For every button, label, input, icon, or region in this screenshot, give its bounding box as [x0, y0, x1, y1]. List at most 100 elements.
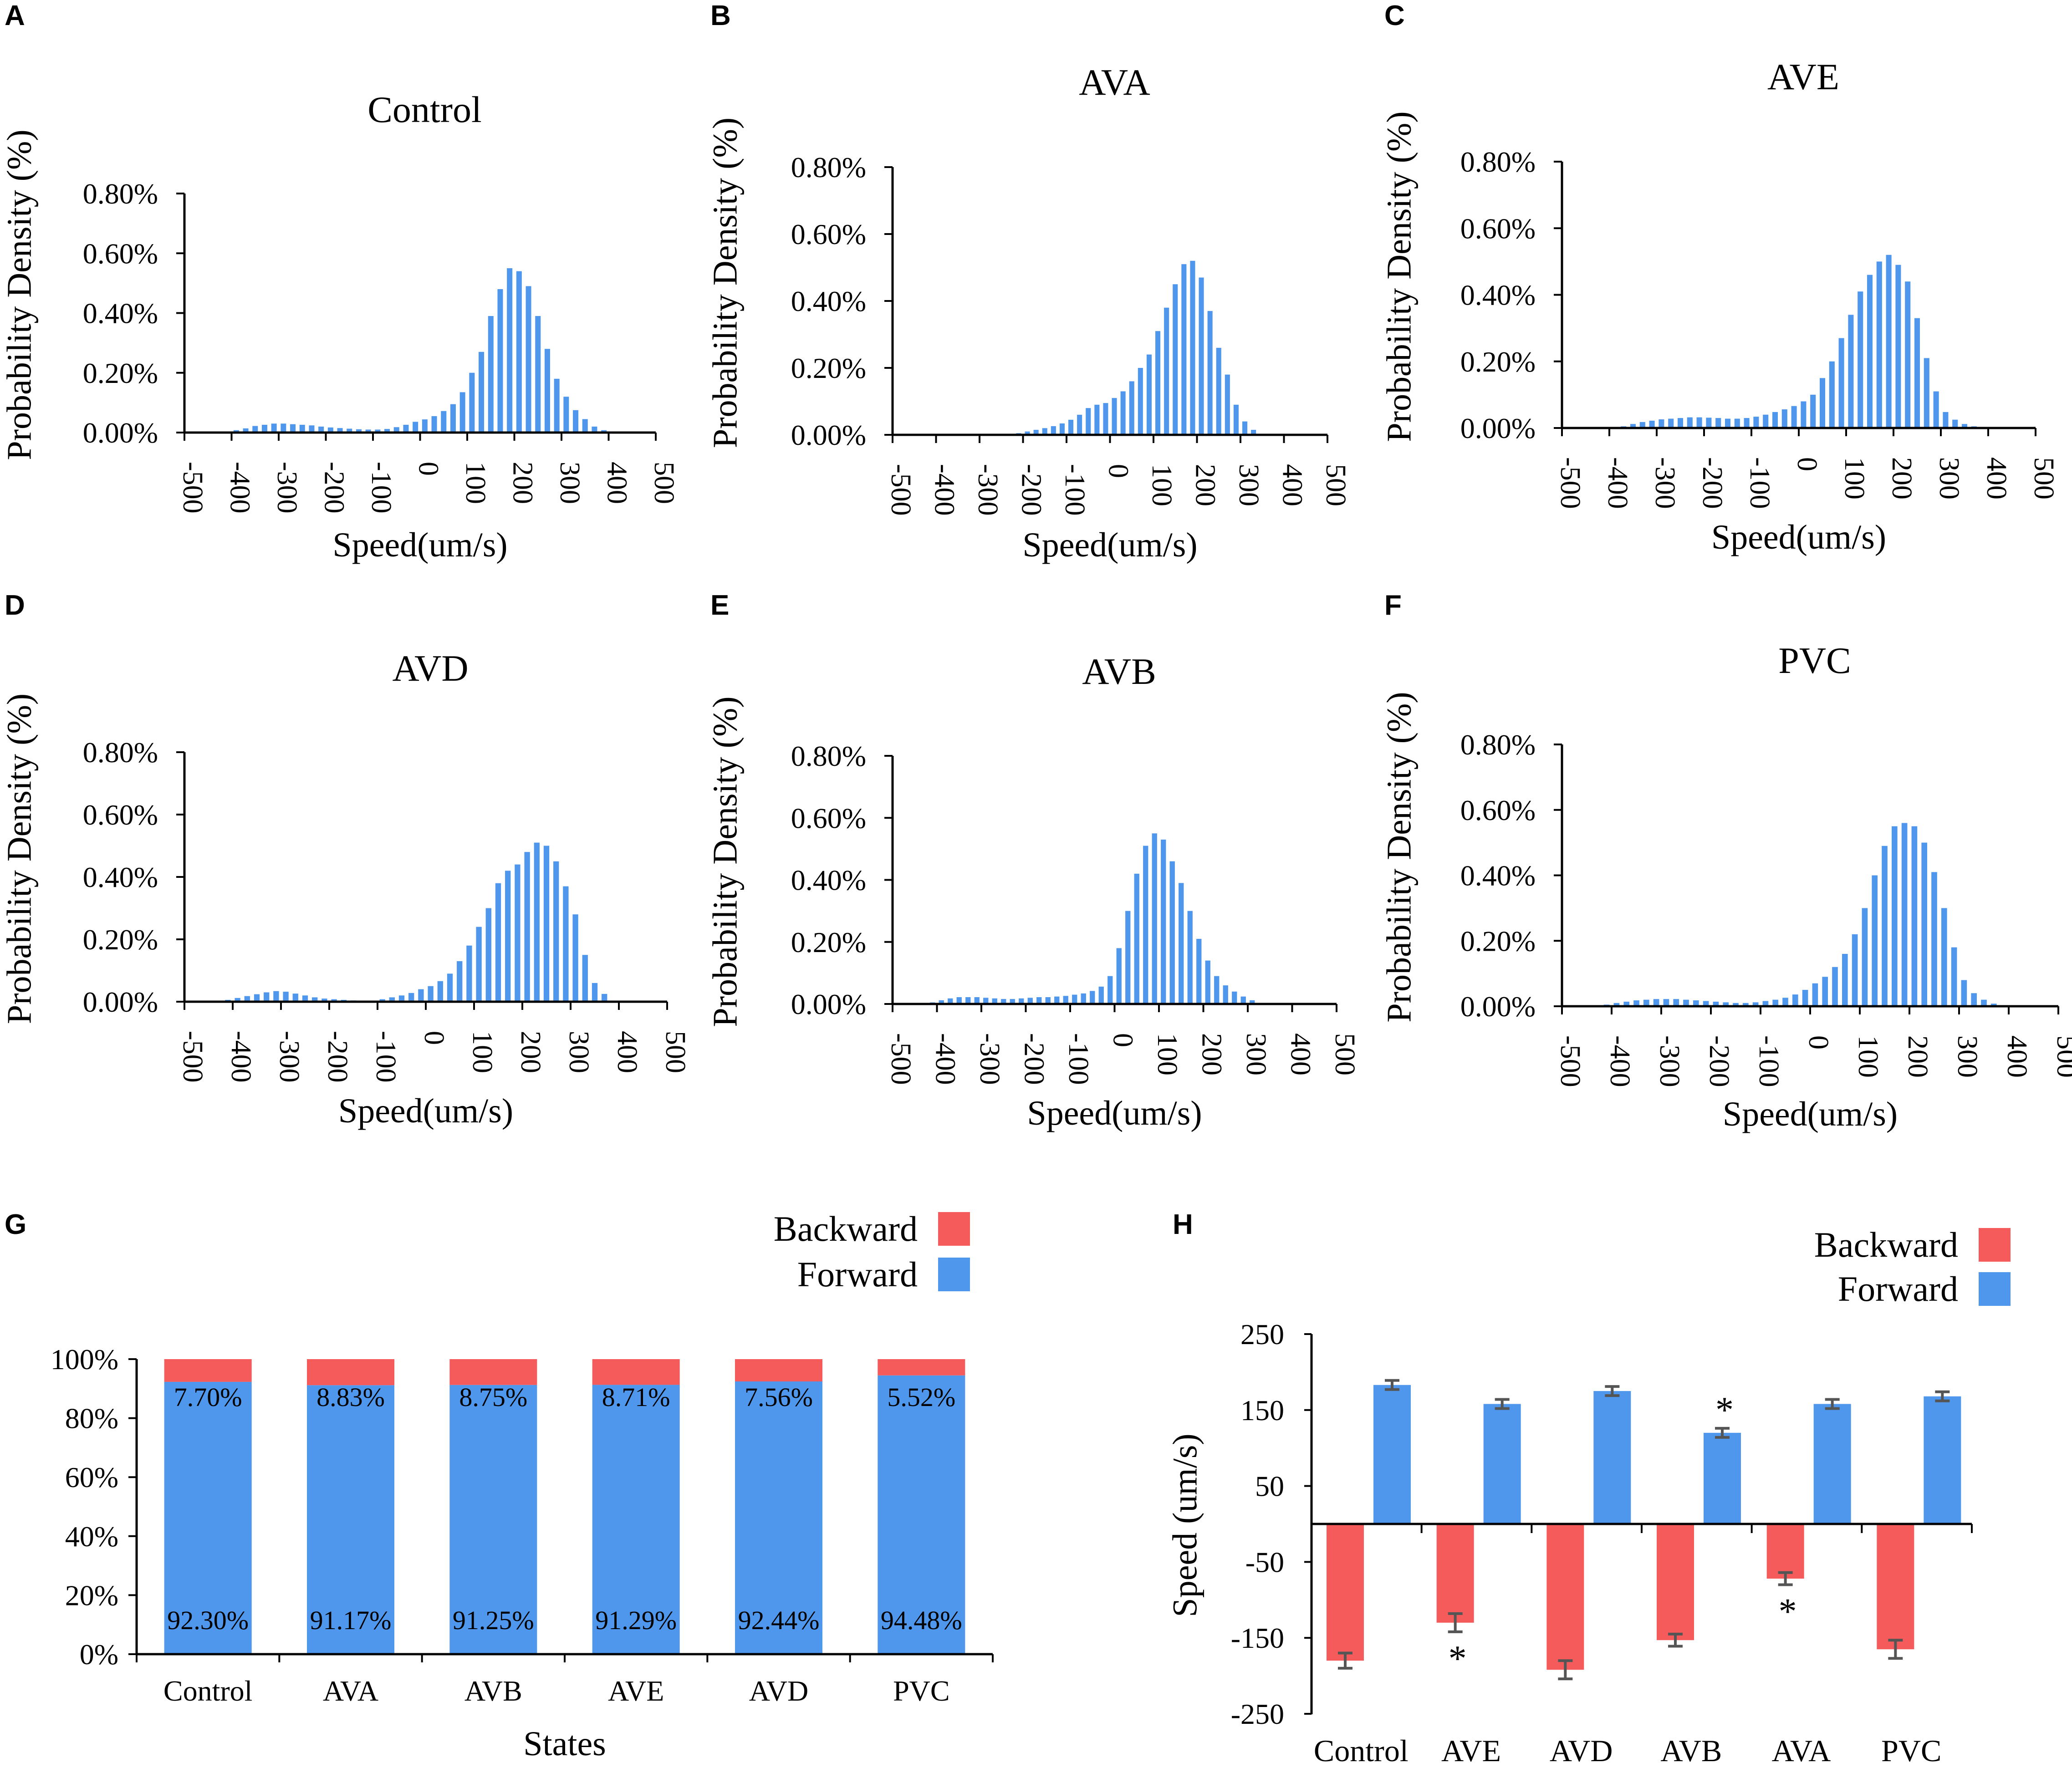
y-axis-label: Probability Density (%)	[706, 117, 744, 448]
bar-backward	[307, 1359, 394, 1386]
x-tick-label: 100	[460, 462, 491, 504]
panel-letter: F	[1384, 590, 1402, 621]
histogram-bar	[1693, 1000, 1699, 1006]
histogram-bar	[389, 997, 395, 1002]
histogram-bar	[1858, 291, 1863, 428]
y-tick-label: 0.80%	[791, 151, 866, 183]
histogram-bar	[1143, 846, 1148, 1004]
x-tick-label: AVB	[464, 1675, 522, 1707]
data-label-backward: 5.52%	[887, 1382, 955, 1412]
y-tick-label: 0.60%	[1460, 212, 1536, 245]
y-tick-label: 50	[1255, 1470, 1284, 1503]
histogram-bar	[1240, 996, 1246, 1004]
histogram-bar	[347, 428, 352, 433]
histogram-bar	[476, 927, 482, 1002]
histogram-bar	[1077, 414, 1082, 435]
x-tick-label: 500	[1329, 1033, 1360, 1075]
histogram-bar	[1838, 338, 1844, 428]
histogram-bar	[1233, 404, 1239, 435]
histogram-bar	[384, 429, 390, 433]
x-tick-label: -200	[1697, 457, 1728, 509]
histogram-bar	[1673, 999, 1679, 1006]
histogram-bar	[1914, 318, 1920, 428]
histogram-bar	[244, 996, 250, 1002]
y-tick-label: -50	[1245, 1546, 1284, 1578]
x-tick-label: AVE	[1441, 1733, 1501, 1768]
x-tick-label: 0	[413, 462, 444, 476]
x-tick-label: -500	[177, 462, 208, 514]
chart-title: AVD	[392, 647, 468, 689]
histogram-bar	[485, 908, 491, 1002]
x-tick-label: AVD	[1550, 1733, 1613, 1768]
y-tick-label: 0.80%	[83, 178, 158, 210]
histogram-bar	[318, 426, 324, 433]
histogram-bar	[1895, 265, 1901, 428]
bar-backward	[1657, 1524, 1694, 1641]
histogram-bar	[1173, 284, 1178, 435]
x-tick-label: AVA	[1772, 1733, 1831, 1768]
x-tick-label: -100	[1753, 1035, 1784, 1087]
histogram-bar	[1842, 954, 1848, 1006]
x-tick-label: 100	[467, 1031, 498, 1073]
histogram-bar	[1812, 983, 1818, 1006]
x-tick-label: 500	[660, 1031, 691, 1073]
x-tick-label: Control	[1314, 1733, 1409, 1768]
y-axis-label: Probability Density (%)	[0, 129, 38, 460]
x-tick-label: 300	[1952, 1035, 1983, 1078]
histogram-bar	[271, 423, 277, 433]
significance-marker: *	[1449, 1639, 1467, 1679]
bar-forward	[1924, 1396, 1961, 1524]
histogram-bar	[1762, 1001, 1769, 1006]
x-tick-label: 200	[1190, 464, 1221, 506]
histogram-bar	[1753, 417, 1759, 428]
x-axis-label: Speed(um/s)	[1711, 518, 1886, 556]
x-tick-label: -400	[225, 1031, 256, 1083]
histogram-bar	[283, 992, 289, 1002]
legend-label: Forward	[1838, 1269, 1958, 1309]
panel-letter: D	[5, 590, 25, 621]
histogram-bar	[1242, 421, 1248, 435]
histogram-bar	[459, 392, 465, 433]
histogram-bar	[1036, 997, 1042, 1004]
histogram-bar	[413, 422, 418, 433]
histogram-bar	[422, 419, 428, 433]
histogram-bar	[495, 883, 501, 1002]
y-tick-label: 0.60%	[791, 802, 866, 834]
bar-backward	[878, 1359, 965, 1376]
histogram-bar	[1633, 1000, 1639, 1006]
y-tick-label: 0.00%	[83, 986, 158, 1018]
x-tick-label: -100	[370, 1031, 401, 1083]
x-tick-label: -500	[177, 1031, 208, 1083]
x-tick-label: -100	[366, 462, 397, 514]
histogram-bar	[1054, 996, 1060, 1004]
x-tick-label: AVA	[323, 1675, 378, 1707]
histogram-bar	[254, 994, 260, 1002]
histogram-bar	[1703, 1001, 1709, 1006]
x-tick-label: 0	[1107, 1033, 1138, 1047]
x-tick-label: 100	[1839, 457, 1870, 499]
histogram-bar	[534, 842, 540, 1002]
legend-swatch	[938, 1212, 970, 1246]
histogram-bar	[497, 289, 503, 433]
histogram-bar	[1112, 398, 1117, 435]
x-tick-label: -400	[1602, 457, 1633, 509]
y-axis-label: Speed (um/s)	[1166, 1433, 1204, 1617]
y-tick-label: 150	[1240, 1394, 1284, 1427]
x-tick-label: 400	[602, 462, 633, 504]
y-tick-label: 0.40%	[83, 861, 158, 893]
y-tick-label: 0.40%	[791, 864, 866, 897]
x-tick-label: Control	[163, 1675, 253, 1707]
x-tick-label: PVC	[1881, 1733, 1941, 1768]
x-tick-label: -200	[319, 462, 350, 514]
histogram-bar	[543, 846, 550, 1002]
histogram-bar	[243, 428, 249, 433]
histogram-bar	[393, 427, 399, 433]
histogram-bar	[290, 424, 296, 433]
x-tick-label: 300	[554, 462, 585, 504]
x-tick-label: 0	[418, 1031, 449, 1045]
bar-forward	[1373, 1385, 1411, 1524]
panel-letter: G	[5, 1209, 26, 1240]
histogram-bar	[1196, 938, 1202, 1004]
histogram-bar	[1653, 999, 1659, 1006]
histogram-bar	[602, 994, 607, 1002]
